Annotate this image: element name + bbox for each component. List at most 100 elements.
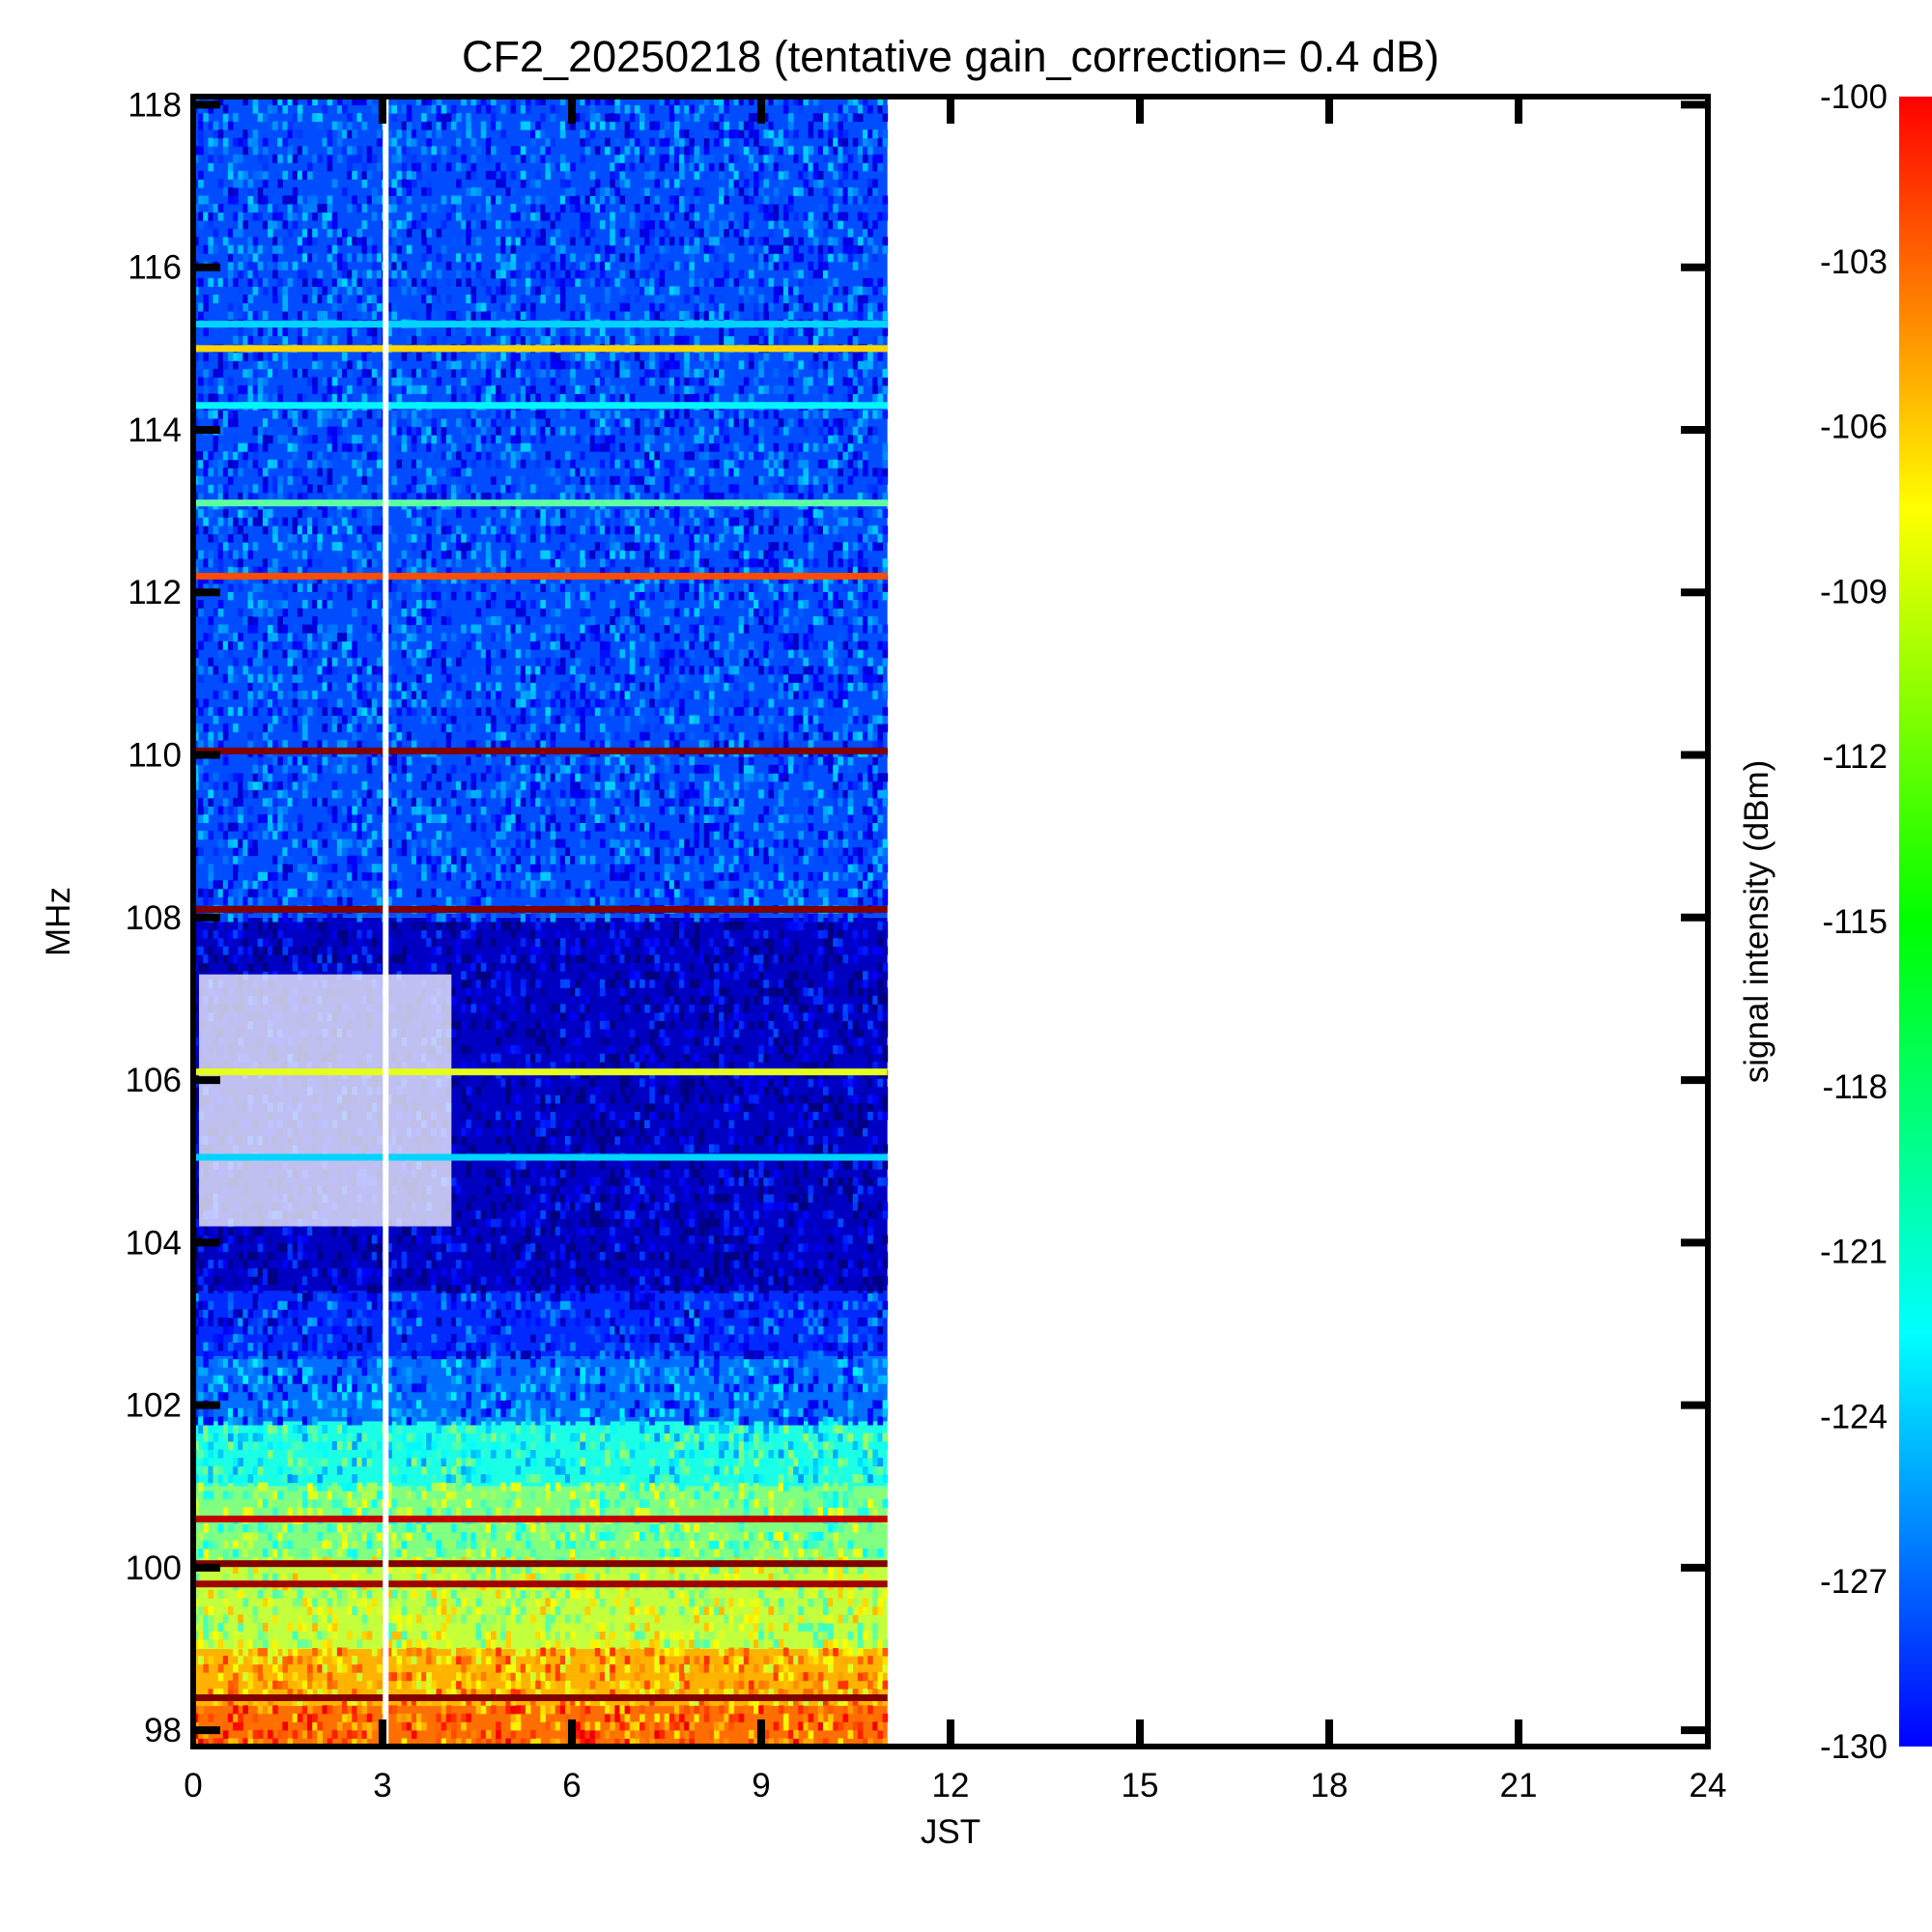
noise-cell xyxy=(788,1672,794,1682)
noise-cell xyxy=(491,1548,497,1558)
noise-cell xyxy=(822,1491,829,1500)
noise-cell xyxy=(322,1498,328,1508)
noise-cell xyxy=(461,1713,467,1722)
noise-cell xyxy=(445,1729,452,1739)
noise-cell xyxy=(466,1260,471,1269)
noise-cell xyxy=(684,1169,690,1179)
noise-cell xyxy=(673,1276,680,1286)
noise-cell xyxy=(673,1523,680,1533)
noise-cell xyxy=(282,1317,289,1326)
noise-cell xyxy=(733,1367,740,1377)
noise-cell xyxy=(550,1177,556,1186)
noise-cell xyxy=(208,1689,214,1698)
noise-cell xyxy=(371,1598,378,1607)
noise-cell xyxy=(778,1474,784,1484)
noise-cell xyxy=(822,1202,829,1211)
noise-cell xyxy=(847,1160,854,1170)
noise-cell xyxy=(808,1647,814,1657)
noise-cell xyxy=(812,1350,819,1360)
noise-cell xyxy=(733,1482,740,1492)
noise-cell xyxy=(565,1193,571,1203)
noise-cell xyxy=(520,1449,526,1459)
noise-cell xyxy=(352,1383,357,1393)
noise-cell xyxy=(227,1713,234,1722)
noise-cell xyxy=(793,1656,799,1665)
noise-cell xyxy=(352,1689,357,1698)
noise-cell xyxy=(728,1721,735,1731)
noise-cell xyxy=(356,1507,363,1517)
noise-cell xyxy=(782,1309,789,1319)
noise-cell xyxy=(262,1696,269,1706)
noise-cell xyxy=(376,1548,383,1558)
noise-cell xyxy=(545,1614,552,1624)
noise-cell xyxy=(436,1251,442,1261)
noise-cell xyxy=(515,1465,522,1475)
noise-cell xyxy=(505,1325,512,1335)
noise-cell xyxy=(247,1235,254,1244)
noise-cell xyxy=(431,1267,438,1277)
noise-cell xyxy=(352,1482,357,1492)
noise-cell xyxy=(356,1672,363,1682)
noise-cell xyxy=(347,1433,353,1442)
noise-cell xyxy=(659,1144,666,1153)
noise-cell xyxy=(440,1267,447,1277)
noise-cell xyxy=(629,1136,636,1146)
noise-cell xyxy=(480,1705,487,1715)
noise-cell xyxy=(668,1689,675,1698)
noise-cell xyxy=(589,1094,596,1104)
noise-cell xyxy=(396,1416,403,1426)
noise-cell xyxy=(580,1482,586,1492)
noise-cell xyxy=(877,1160,884,1170)
noise-cell xyxy=(525,1474,531,1484)
noise-cell xyxy=(624,1622,631,1632)
noise-cell xyxy=(679,1102,685,1112)
noise-cell xyxy=(733,1375,740,1384)
noise-cell xyxy=(257,1424,264,1434)
noise-cell xyxy=(624,1680,631,1690)
noise-cell xyxy=(594,1416,601,1426)
noise-cell xyxy=(788,1358,794,1368)
noise-cell xyxy=(619,1334,626,1344)
noise-cell xyxy=(217,1738,224,1747)
noise-cell xyxy=(401,1474,408,1484)
noise-cell xyxy=(436,1540,442,1549)
noise-cell xyxy=(406,1367,412,1377)
noise-cell xyxy=(842,1325,849,1335)
noise-cell xyxy=(649,1605,655,1615)
noise-cell xyxy=(867,1605,873,1615)
noise-cell xyxy=(227,1689,234,1698)
noise-cell xyxy=(530,1449,536,1459)
noise-cell xyxy=(599,1284,606,1293)
noise-cell xyxy=(297,1507,303,1517)
noise-cell xyxy=(842,1235,849,1244)
noise-cell xyxy=(227,1433,234,1442)
noise-cell xyxy=(411,1713,417,1722)
noise-cell xyxy=(714,1548,720,1558)
noise-cell xyxy=(828,1631,834,1640)
noise-cell xyxy=(610,1325,615,1335)
noise-cell xyxy=(440,1738,447,1747)
noise-cell xyxy=(268,1433,273,1442)
noise-cell xyxy=(554,1350,561,1360)
noise-cell xyxy=(386,1226,392,1236)
noise-cell xyxy=(301,1729,308,1739)
noise-cell xyxy=(475,1367,482,1377)
noise-cell xyxy=(312,1647,318,1657)
noise-cell xyxy=(510,1243,517,1253)
noise-cell xyxy=(668,1672,675,1682)
noise-cell xyxy=(292,1375,298,1384)
noise-cell xyxy=(624,1367,631,1377)
noise-cell xyxy=(287,1235,294,1244)
noise-cell xyxy=(570,1647,576,1657)
noise-cell xyxy=(733,1424,740,1434)
noise-cell xyxy=(312,1416,318,1426)
noise-cell xyxy=(668,1713,675,1722)
noise-cell xyxy=(238,1721,243,1731)
noise-cell xyxy=(763,1317,769,1326)
noise-cell xyxy=(475,1680,482,1690)
noise-cell xyxy=(470,1416,477,1426)
noise-cell xyxy=(575,1696,581,1706)
noise-cell xyxy=(466,1334,471,1344)
noise-cell xyxy=(361,1235,368,1244)
noise-cell xyxy=(317,1656,323,1665)
